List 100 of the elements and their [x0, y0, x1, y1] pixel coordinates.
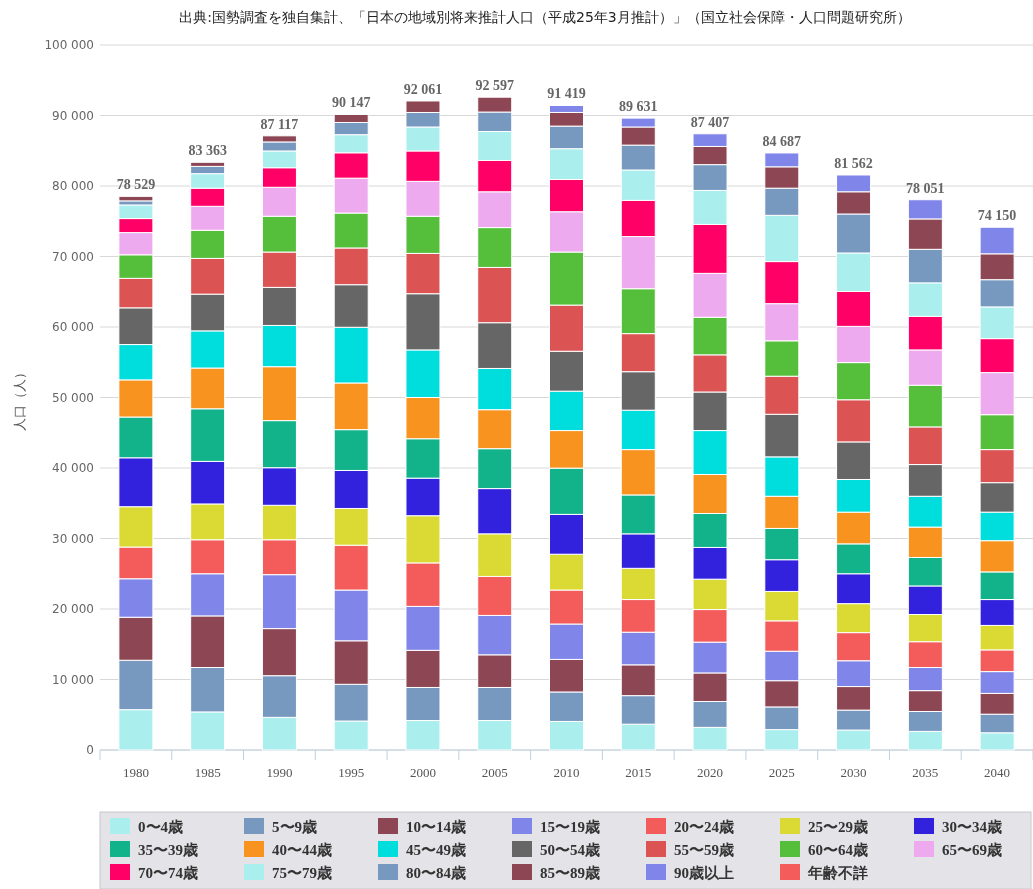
bar [907, 641, 943, 669]
bar [764, 620, 800, 652]
bar [620, 599, 656, 633]
bar [692, 430, 728, 475]
bar [692, 512, 728, 548]
y-tick-label: 20 000 [52, 602, 94, 616]
bar [549, 623, 584, 660]
bar [190, 408, 226, 462]
x-tick-label: 2030 [840, 765, 867, 780]
bar [549, 513, 584, 555]
total-label: 83 363 [188, 143, 227, 159]
y-tick-label: 100 000 [44, 38, 94, 52]
bar [333, 469, 369, 509]
bar [620, 409, 656, 451]
bar [979, 511, 1015, 542]
bar [836, 478, 872, 513]
x-tick-label: 1985 [194, 765, 221, 780]
legend-label: 年齢不詳 [807, 865, 868, 881]
bar [477, 686, 513, 722]
x-tick-label: 2040 [984, 765, 1011, 780]
bar [261, 286, 297, 326]
bar [764, 706, 800, 731]
bar [549, 350, 584, 392]
bar [333, 507, 369, 546]
bar [549, 430, 584, 469]
bar [405, 605, 441, 651]
y-tick-label: 70 000 [52, 249, 94, 264]
y-tick-label: 40 000 [52, 461, 94, 475]
bar [333, 683, 369, 722]
x-tick-label: 1980 [122, 765, 149, 780]
bar [477, 654, 513, 688]
bar [118, 709, 154, 751]
bar [549, 691, 584, 722]
bar [764, 495, 800, 529]
bar [549, 720, 584, 751]
bar [118, 307, 154, 346]
bar [907, 464, 943, 497]
legend-label: 40〜44歳 [272, 842, 332, 858]
y-tick-label: 80 000 [52, 179, 94, 193]
bar [190, 573, 226, 617]
bar [692, 546, 728, 580]
bar [261, 467, 297, 506]
bar [190, 460, 226, 505]
bar [692, 641, 728, 674]
total-label: 87 407 [690, 114, 730, 130]
bar [118, 195, 154, 202]
bar [764, 680, 800, 708]
bar [979, 540, 1015, 573]
bar [692, 578, 728, 611]
bar [405, 293, 441, 351]
legend-label: 0〜4歳 [138, 819, 183, 835]
bar [764, 527, 800, 561]
bar [118, 546, 154, 580]
y-tick-label: 60 000 [52, 320, 94, 334]
bar [620, 631, 656, 666]
chart-title: 出典:国勢調査を独自集計、「日本の地域別将来推計人口（平成25年3月推計）」（国立社会保障・人口問題研究所） [179, 9, 911, 25]
bar [620, 723, 656, 751]
x-tick-label: 2015 [625, 765, 652, 780]
bar [261, 504, 297, 541]
x-tick-label: 2000 [409, 765, 436, 780]
legend-label: 75〜79歳 [272, 865, 332, 881]
bar [764, 650, 800, 682]
x-tick-label: 1990 [266, 765, 293, 780]
bar [118, 344, 154, 381]
bar [836, 686, 872, 711]
bar [764, 729, 800, 751]
bar [261, 628, 297, 677]
bar [405, 349, 441, 398]
bar [333, 720, 369, 751]
bar [549, 658, 584, 693]
total-label: 90 147 [331, 95, 371, 111]
bar [118, 616, 154, 661]
bar [333, 640, 369, 685]
bar [692, 701, 728, 728]
legend-label: 45〜49歳 [406, 842, 466, 858]
total-label: 92 061 [403, 81, 443, 97]
total-label: 87 117 [260, 116, 299, 132]
bar [979, 599, 1015, 626]
bar [907, 730, 943, 751]
x-tick-label: 2005 [481, 765, 508, 780]
bar [477, 720, 513, 751]
total-label: 92 597 [475, 78, 514, 94]
bar [979, 732, 1015, 751]
bar [979, 671, 1015, 694]
legend-label: 55〜59歳 [674, 842, 734, 858]
bar [620, 449, 656, 496]
bar [190, 503, 226, 541]
bar [477, 575, 513, 616]
legend-label: 50〜54歳 [540, 842, 600, 858]
bar [477, 409, 513, 450]
bar [620, 664, 656, 697]
bar [333, 429, 369, 471]
bar [190, 667, 226, 713]
bar [477, 448, 513, 490]
bar [836, 441, 872, 480]
legend-label: 15〜19歳 [540, 819, 600, 835]
bar [836, 729, 872, 751]
legend-label: 10〜14歳 [406, 819, 466, 835]
bar [620, 494, 656, 535]
bar [907, 690, 943, 713]
